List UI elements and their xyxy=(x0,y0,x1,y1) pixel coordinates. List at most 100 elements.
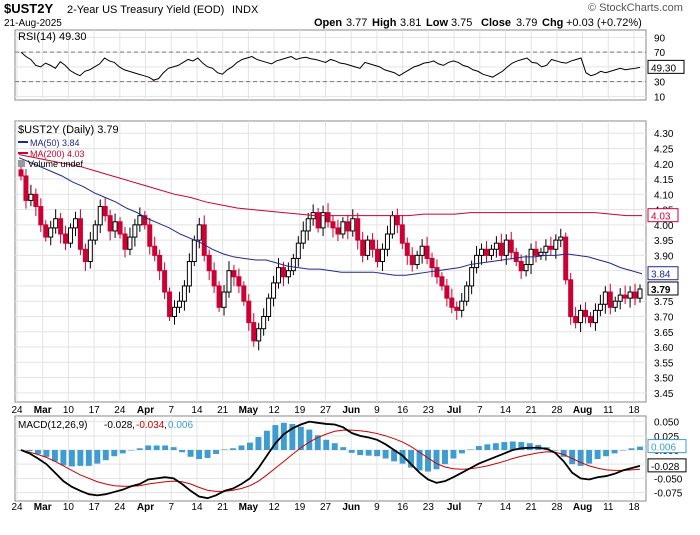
price-x-tick-label: 24 xyxy=(11,405,23,416)
candle-down xyxy=(360,239,366,256)
macd-histogram-bar xyxy=(136,448,143,450)
macd-histogram-bar xyxy=(51,450,58,462)
macd-signal-line xyxy=(20,429,641,492)
macd-histogram-bar xyxy=(526,443,533,450)
price-y-tick-label: 4.20 xyxy=(654,160,674,171)
candle-up xyxy=(172,306,178,317)
price-x-tick-label: 14 xyxy=(191,405,203,416)
symbol: $UST2Y xyxy=(4,1,53,16)
macd-right-label-box xyxy=(647,458,687,473)
candle-up xyxy=(72,218,78,229)
price-x-tick-label: 9 xyxy=(374,405,380,416)
price-x-tick-label: 17 xyxy=(89,405,101,416)
macd-histogram-bar xyxy=(170,447,177,450)
candle-down xyxy=(231,270,237,278)
macd-histogram-bar xyxy=(128,450,135,451)
candle-down xyxy=(409,254,415,266)
macd-x-tick-label: 11 xyxy=(603,502,614,513)
macd-histogram-bar xyxy=(425,450,431,472)
macd-histogram-bar xyxy=(416,450,423,471)
volume-legend-swatch xyxy=(18,160,25,167)
macd-x-tick-label: 10 xyxy=(63,502,75,513)
macd-histogram-bar xyxy=(68,450,75,467)
candle-up xyxy=(493,242,499,250)
macd-x-tick-label: 21 xyxy=(217,502,229,513)
macd-histogram-bar xyxy=(196,450,203,460)
candle-up xyxy=(221,291,227,308)
macd-histogram-bar xyxy=(314,435,321,450)
macd-histogram-bar xyxy=(586,450,593,464)
macd-histogram-bar xyxy=(637,446,643,450)
candle-down xyxy=(206,254,212,272)
macd-x-tick-label: Jul xyxy=(447,502,462,513)
price-x-tick-label: 11 xyxy=(603,405,614,416)
candle-up xyxy=(191,239,197,263)
rsi-title: RSI(14) 49.30 xyxy=(18,31,86,43)
macd-y-tick-label: 0.050 xyxy=(654,418,679,429)
candle-down xyxy=(563,236,569,281)
macd-histogram-bar xyxy=(272,425,279,450)
candle-up xyxy=(261,315,267,330)
price-x-tick-label: 7 xyxy=(477,405,483,416)
macd-title-label: MACD(12,26,9) xyxy=(18,420,87,431)
macd-histogram-bar xyxy=(467,449,474,450)
candle-down xyxy=(117,221,123,235)
candle-up xyxy=(320,212,326,229)
macd-x-tick-label: 21 xyxy=(526,502,538,513)
price-y-tick-label: 3.90 xyxy=(654,251,674,262)
macd-histogram-bar xyxy=(297,426,304,450)
price-y-tick-label: 3.75 xyxy=(654,297,674,308)
close-label: Close xyxy=(481,17,511,29)
price-x-tick-label: Aug xyxy=(573,405,592,416)
macd-x-tick-label: 27 xyxy=(320,502,332,513)
macd-histogram-bar xyxy=(501,442,508,450)
ma200-legend: MA(200) 4.03 xyxy=(30,149,85,159)
macd-histogram-bar xyxy=(518,442,525,450)
price-y-tick-label: 3.50 xyxy=(654,374,674,385)
macd-x-tick-label: 9 xyxy=(374,502,380,513)
candle-down xyxy=(444,285,450,299)
candle-up xyxy=(553,239,559,250)
candle-down xyxy=(122,233,128,250)
candle-down xyxy=(508,239,514,253)
candle-down xyxy=(345,221,351,232)
macd-x-tick-label: Aug xyxy=(573,502,592,513)
price-x-tick-label: Mar xyxy=(34,405,52,416)
price-y-tick-label: 4.10 xyxy=(654,190,674,201)
candle-down xyxy=(583,309,589,317)
chg-label: Chg xyxy=(542,17,563,29)
macd-histogram-bar xyxy=(221,449,228,450)
macd-x-tick-label: 18 xyxy=(628,502,640,513)
price-right-label-box xyxy=(647,266,679,281)
candle-down xyxy=(533,248,539,256)
candle-up xyxy=(379,248,385,262)
candle-down xyxy=(77,218,83,250)
candle-down xyxy=(375,248,381,262)
candle-down xyxy=(162,270,168,293)
candle-down xyxy=(404,242,410,256)
candle-up xyxy=(137,215,143,226)
macd-histogram-bar xyxy=(382,450,389,459)
candle-up xyxy=(503,239,509,256)
macd-x-tick-label: 7 xyxy=(168,502,174,513)
candle-down xyxy=(142,215,148,226)
candle-up xyxy=(92,224,98,241)
candle-down xyxy=(63,233,69,244)
rsi-y-tick-label: 30 xyxy=(654,78,666,89)
candle-up xyxy=(389,215,395,235)
macd-histogram-bar xyxy=(213,450,219,454)
chg-value: +0.03 (+0.72%) xyxy=(566,17,642,29)
macd-histogram-bar xyxy=(552,450,559,451)
macd-title-value: -0.028 xyxy=(104,420,133,431)
macd-histogram-bar xyxy=(153,445,160,450)
candle-down xyxy=(424,245,430,259)
macd-histogram-bar xyxy=(289,423,296,450)
macd-x-tick-label: 24 xyxy=(11,502,23,513)
candle-down xyxy=(167,291,173,317)
high-label: High xyxy=(372,17,397,29)
rsi-last-value-box xyxy=(647,59,685,74)
price-y-tick-label: 4.25 xyxy=(654,144,674,155)
macd-x-tick-label: 24 xyxy=(114,502,126,513)
candle-up xyxy=(474,254,480,269)
